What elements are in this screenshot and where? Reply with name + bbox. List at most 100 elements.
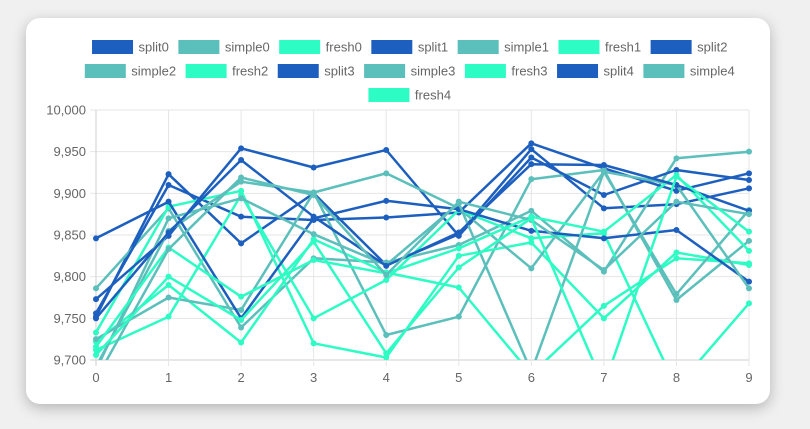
y-tick-label: 9,950 xyxy=(53,144,86,159)
series-line xyxy=(95,193,750,360)
data-point xyxy=(383,147,390,153)
legend-item-fresh1[interactable]: fresh1 xyxy=(558,40,641,55)
legend-swatch xyxy=(185,64,227,78)
x-axis: 0 1 2 3 4 5 6 7 8 9 xyxy=(92,370,752,385)
x-tick-label: 4 xyxy=(383,370,390,385)
data-point xyxy=(165,246,172,253)
y-tick-label: 9,900 xyxy=(53,186,86,201)
series-line xyxy=(94,142,750,314)
data-point xyxy=(673,173,680,180)
data-point xyxy=(673,255,680,262)
data-point xyxy=(673,155,680,162)
data-point xyxy=(528,154,535,161)
legend-item-fresh4[interactable]: fresh4 xyxy=(368,88,451,103)
data-point xyxy=(238,339,245,346)
data-point xyxy=(528,146,535,153)
legend-swatch xyxy=(178,40,220,54)
legend-label: fresh2 xyxy=(232,64,268,79)
legend-swatch xyxy=(84,64,126,78)
legend-label: fresh3 xyxy=(511,64,547,79)
data-point xyxy=(165,198,172,205)
data-point xyxy=(310,164,317,171)
data-point xyxy=(165,313,172,320)
legend-item-fresh3[interactable]: fresh3 xyxy=(464,64,548,79)
data-point xyxy=(746,285,752,292)
x-tick-label: 2 xyxy=(237,370,244,385)
legend-item-simple3[interactable]: simple3 xyxy=(364,64,456,79)
legend-label: split3 xyxy=(324,64,354,79)
series-fresh1 xyxy=(93,187,752,360)
data-point xyxy=(93,343,99,350)
data-point xyxy=(238,324,245,331)
data-point xyxy=(383,272,390,278)
data-point xyxy=(238,240,245,247)
data-point xyxy=(238,293,245,300)
y-tick-label: 9,700 xyxy=(53,353,86,368)
data-point xyxy=(165,294,172,301)
data-point xyxy=(673,198,680,205)
legend-swatch xyxy=(368,88,410,102)
data-point xyxy=(600,302,607,309)
y-tick-label: 9,850 xyxy=(53,228,86,243)
legend-label: split1 xyxy=(418,40,448,55)
series-line xyxy=(94,189,750,359)
legend-item-split4[interactable]: split4 xyxy=(557,64,634,79)
data-point xyxy=(165,229,172,236)
legend-item-fresh2[interactable]: fresh2 xyxy=(185,64,268,79)
data-point xyxy=(310,231,317,238)
series-fresh4 xyxy=(93,173,752,360)
data-point xyxy=(528,207,535,214)
data-point xyxy=(600,205,607,212)
legend-item-split3[interactable]: split3 xyxy=(277,64,355,79)
legend-label: simple3 xyxy=(411,64,456,79)
legend-item-split2[interactable]: split2 xyxy=(650,40,727,55)
legend-label: split0 xyxy=(139,40,169,55)
data-point xyxy=(673,227,680,233)
data-point xyxy=(238,174,245,181)
data-point xyxy=(746,300,752,307)
data-point xyxy=(746,211,752,218)
legend-swatch xyxy=(643,64,685,78)
legend-swatch xyxy=(364,64,406,78)
legend: split0 simple0 fresh0 split1 simple1 fresh1 sp… xyxy=(84,40,735,103)
legend-label: fresh0 xyxy=(326,40,362,55)
series-line xyxy=(95,150,750,329)
data-point xyxy=(165,182,172,188)
data-point xyxy=(383,262,390,269)
data-point xyxy=(165,215,172,222)
data-point xyxy=(455,313,462,320)
legend-item-fresh0[interactable]: fresh0 xyxy=(279,40,362,55)
data-point xyxy=(746,148,752,155)
data-point xyxy=(310,257,317,263)
data-point xyxy=(455,245,462,252)
data-point xyxy=(310,238,317,245)
x-tick-label: 6 xyxy=(528,370,535,385)
data-point xyxy=(746,185,752,192)
legend-swatch xyxy=(557,64,599,78)
series-line xyxy=(99,170,751,360)
legend-swatch xyxy=(457,40,499,54)
legend-item-simple2[interactable]: simple2 xyxy=(84,64,176,79)
y-axis: 9,700 9,750 9,800 9,850 9,900 9,950 10,000 xyxy=(46,103,86,368)
data-point xyxy=(310,340,317,347)
data-point xyxy=(528,176,535,183)
data-point xyxy=(455,198,462,205)
data-point xyxy=(310,213,317,220)
series-line xyxy=(94,173,750,348)
legend-item-simple1[interactable]: simple1 xyxy=(457,40,549,55)
data-point xyxy=(746,247,752,254)
x-tick-label: 0 xyxy=(92,370,99,385)
legend-item-split0[interactable]: split0 xyxy=(92,40,169,55)
data-point xyxy=(238,187,245,194)
legend-item-split1[interactable]: split1 xyxy=(371,40,448,55)
data-point xyxy=(93,285,99,292)
x-tick-label: 3 xyxy=(310,370,317,385)
data-point xyxy=(528,227,535,234)
y-tick-label: 9,800 xyxy=(53,269,86,284)
data-point xyxy=(528,265,535,272)
legend-item-simple0[interactable]: simple0 xyxy=(178,40,270,55)
data-point xyxy=(528,239,535,246)
series-line xyxy=(95,175,750,360)
legend-label: split2 xyxy=(697,40,727,55)
legend-item-simple4[interactable]: simple4 xyxy=(643,64,735,79)
